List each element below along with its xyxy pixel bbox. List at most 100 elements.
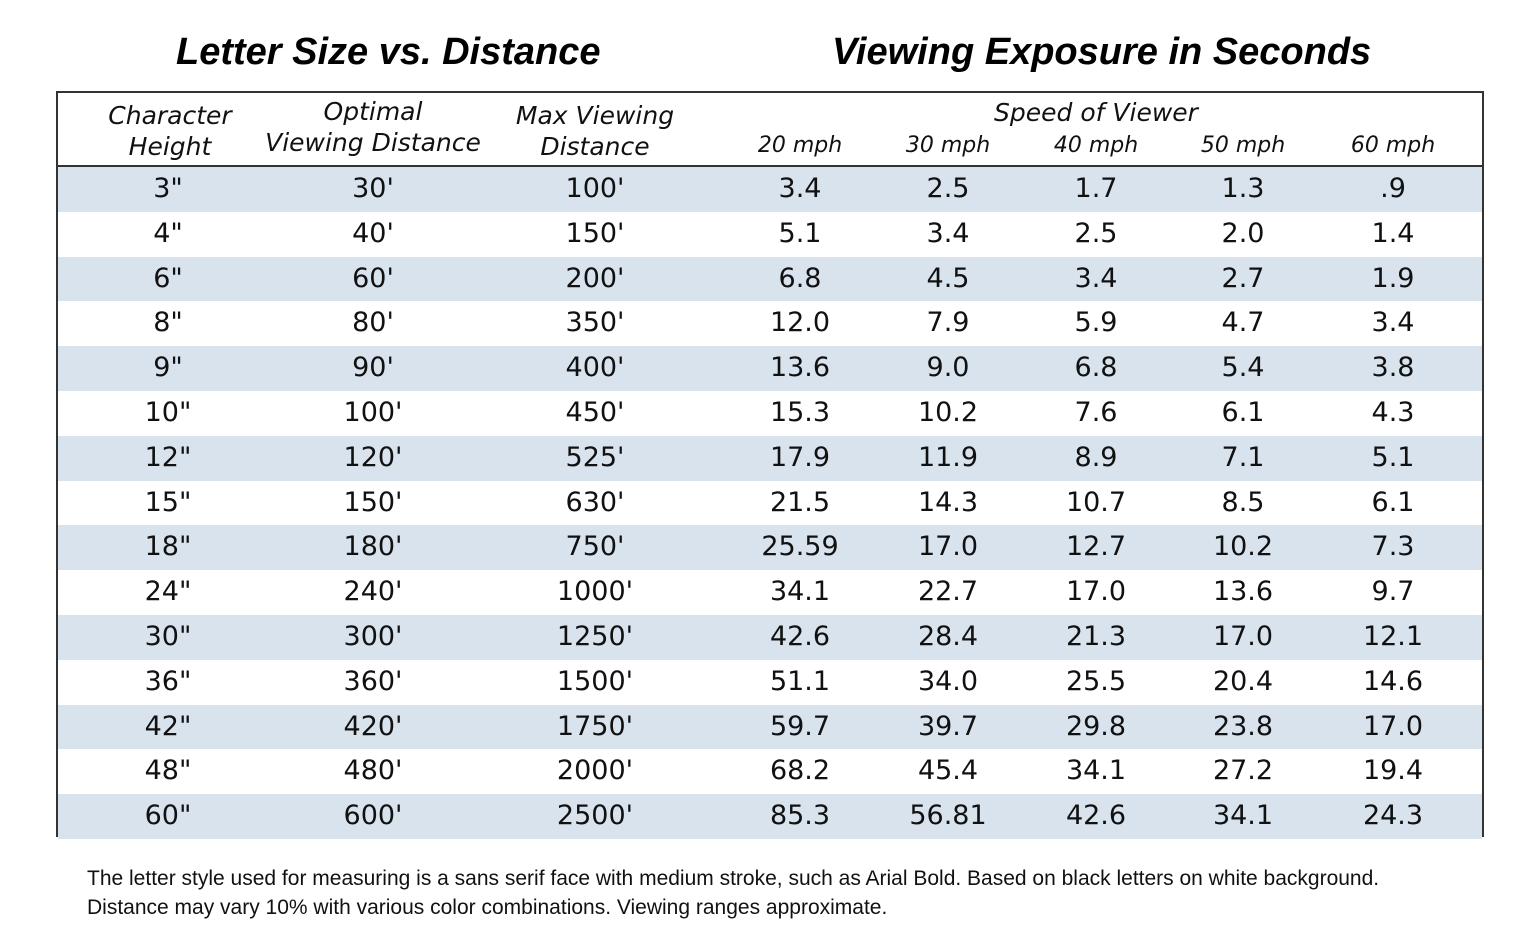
header-speed-20: 20 mph <box>757 133 843 158</box>
cell-max-distance: 525' <box>565 441 625 473</box>
cell-exposure-20mph: 34.1 <box>769 576 831 608</box>
cell-max-distance: 1750' <box>556 710 634 742</box>
table-row: 48" 480' 2000' 68.2 45.4 34.1 27.2 19.4 <box>58 749 1482 794</box>
cell-exposure-20mph: 59.7 <box>769 710 831 742</box>
cell-exposure-20mph: 5.1 <box>778 217 822 249</box>
cell-exposure-30mph: 39.7 <box>917 710 979 742</box>
cell-max-distance: 350' <box>565 307 625 339</box>
table-row: 36" 360' 1500' 51.1 34.0 25.5 20.4 14.6 <box>58 660 1482 705</box>
cell-exposure-40mph: 1.7 <box>1074 173 1118 204</box>
cell-optimal-distance: 30' <box>352 173 394 204</box>
table-row: 10" 100' 450' 15.3 10.2 7.6 6.1 4.3 <box>58 391 1482 436</box>
cell-exposure-50mph: 5.4 <box>1221 352 1265 384</box>
cell-exposure-40mph: 29.8 <box>1065 710 1127 742</box>
table-row: 8" 80' 350' 12.0 7.9 5.9 4.7 3.4 <box>58 301 1482 346</box>
cell-optimal-distance: 240' <box>343 576 403 608</box>
footnote: The letter style used for measuring is a… <box>87 864 1487 922</box>
cell-character-height: 48" <box>144 755 192 787</box>
cell-exposure-20mph: 85.3 <box>769 800 831 832</box>
cell-optimal-distance: 60' <box>352 262 394 294</box>
cell-exposure-60mph: 17.0 <box>1362 710 1424 742</box>
cell-exposure-30mph: 17.0 <box>917 531 979 563</box>
table-row: 24" 240' 1000' 34.1 22.7 17.0 13.6 9.7 <box>58 570 1482 615</box>
cell-exposure-50mph: 7.1 <box>1221 441 1265 473</box>
table-row: 3" 30' 100' 3.4 2.5 1.7 1.3 .9 <box>58 167 1482 212</box>
cell-exposure-40mph: 7.6 <box>1074 396 1118 428</box>
cell-character-height: 6" <box>153 262 183 294</box>
table-row: 9" 90' 400' 13.6 9.0 6.8 5.4 3.8 <box>58 346 1482 391</box>
cell-character-height: 10" <box>144 396 192 428</box>
cell-max-distance: 1500' <box>556 665 634 697</box>
cell-exposure-30mph: 3.4 <box>926 217 970 249</box>
cell-optimal-distance: 360' <box>343 665 403 697</box>
cell-exposure-60mph: 9.7 <box>1371 576 1415 608</box>
cell-exposure-60mph: 24.3 <box>1362 800 1424 832</box>
cell-exposure-40mph: 2.5 <box>1074 217 1118 249</box>
cell-character-height: 9" <box>153 352 183 384</box>
cell-optimal-distance: 100' <box>343 396 403 428</box>
cell-exposure-20mph: 3.4 <box>778 173 822 204</box>
header-speed-30: 30 mph <box>905 133 991 158</box>
cell-exposure-20mph: 68.2 <box>769 755 831 787</box>
header-speed-60: 60 mph <box>1350 133 1436 158</box>
cell-exposure-40mph: 3.4 <box>1074 262 1118 294</box>
cell-exposure-40mph: 17.0 <box>1065 576 1127 608</box>
cell-exposure-40mph: 5.9 <box>1074 307 1118 339</box>
title-letter-size: Letter Size vs. Distance <box>176 31 601 73</box>
header-character-height: Character Height <box>108 101 232 161</box>
table-row: 60" 600' 2500' 85.3 56.81 42.6 34.1 24.3 <box>58 794 1482 839</box>
cell-optimal-distance: 90' <box>352 352 394 384</box>
cell-exposure-30mph: 7.9 <box>926 307 970 339</box>
cell-exposure-30mph: 56.81 <box>909 800 987 832</box>
cell-exposure-20mph: 42.6 <box>769 620 831 652</box>
cell-exposure-50mph: 10.2 <box>1212 531 1274 563</box>
cell-character-height: 30" <box>144 620 192 652</box>
cell-exposure-50mph: 20.4 <box>1212 665 1274 697</box>
cell-character-height: 42" <box>144 710 192 742</box>
cell-exposure-40mph: 34.1 <box>1065 755 1127 787</box>
cell-exposure-30mph: 11.9 <box>917 441 979 473</box>
cell-exposure-60mph: .9 <box>1380 173 1406 204</box>
cell-max-distance: 200' <box>565 262 625 294</box>
table-row: 30" 300' 1250' 42.6 28.4 21.3 17.0 12.1 <box>58 614 1482 660</box>
cell-exposure-20mph: 51.1 <box>769 665 831 697</box>
cell-character-height: 15" <box>144 486 192 518</box>
cell-character-height: 24" <box>144 576 192 608</box>
table-row: 6" 60' 200' 6.8 4.5 3.4 2.7 1.9 <box>58 256 1482 302</box>
cell-exposure-50mph: 2.7 <box>1221 262 1265 294</box>
cell-optimal-distance: 300' <box>343 620 403 652</box>
cell-exposure-60mph: 5.1 <box>1371 441 1415 473</box>
cell-exposure-40mph: 12.7 <box>1065 531 1127 563</box>
table-header: Character Height Optimal Viewing Distanc… <box>58 93 1482 167</box>
cell-max-distance: 750' <box>565 531 625 563</box>
cell-exposure-30mph: 34.0 <box>917 665 979 697</box>
cell-max-distance: 450' <box>565 396 625 428</box>
cell-max-distance: 630' <box>565 486 625 518</box>
cell-exposure-40mph: 10.7 <box>1065 486 1127 518</box>
cell-optimal-distance: 480' <box>343 755 403 787</box>
table-row: 12" 120' 525' 17.9 11.9 8.9 7.1 5.1 <box>58 435 1482 481</box>
cell-exposure-20mph: 25.59 <box>761 531 839 563</box>
cell-optimal-distance: 80' <box>352 307 394 339</box>
cell-exposure-50mph: 1.3 <box>1221 173 1265 204</box>
table-body: 3" 30' 100' 3.4 2.5 1.7 1.3 .9 4" 40' 150' 5.1 3.4 2.… <box>58 167 1482 839</box>
cell-exposure-60mph: 3.8 <box>1371 352 1415 384</box>
cell-exposure-20mph: 6.8 <box>778 262 822 294</box>
cell-exposure-30mph: 4.5 <box>926 262 970 294</box>
cell-exposure-40mph: 21.3 <box>1065 620 1127 652</box>
cell-exposure-60mph: 1.9 <box>1371 262 1415 294</box>
cell-exposure-60mph: 19.4 <box>1362 755 1424 787</box>
cell-exposure-30mph: 9.0 <box>926 352 970 384</box>
cell-exposure-60mph: 7.3 <box>1371 531 1415 563</box>
cell-exposure-50mph: 17.0 <box>1212 620 1274 652</box>
cell-exposure-50mph: 13.6 <box>1212 576 1274 608</box>
table-row: 4" 40' 150' 5.1 3.4 2.5 2.0 1.4 <box>58 212 1482 257</box>
cell-max-distance: 2500' <box>556 800 634 832</box>
cell-exposure-20mph: 12.0 <box>769 307 831 339</box>
cell-optimal-distance: 120' <box>343 441 403 473</box>
cell-exposure-30mph: 28.4 <box>917 620 979 652</box>
cell-max-distance: 400' <box>565 352 625 384</box>
cell-optimal-distance: 600' <box>343 800 403 832</box>
cell-exposure-40mph: 42.6 <box>1065 800 1127 832</box>
cell-max-distance: 1000' <box>556 576 634 608</box>
